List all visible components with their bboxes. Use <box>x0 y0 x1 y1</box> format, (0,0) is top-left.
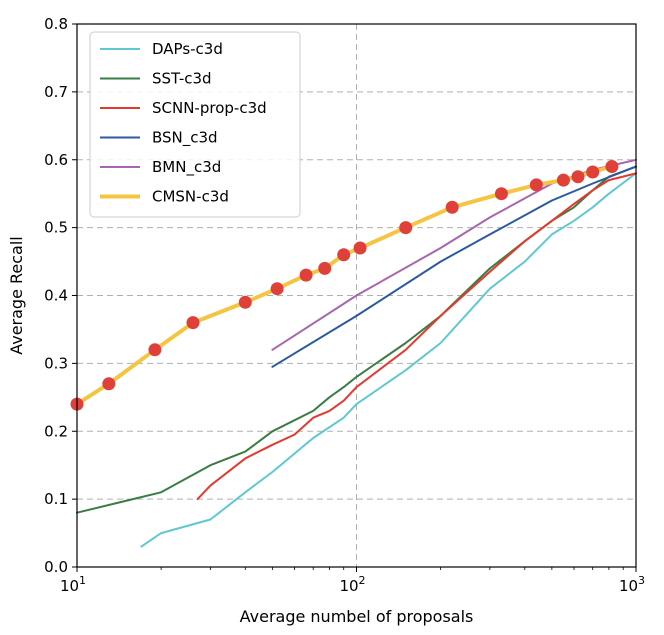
legend-label: BSN_c3d <box>152 129 218 148</box>
legend: DAPs-c3d SST-c3d SCNN-prop-c3d BSN_c3d BMN_c… <box>89 31 301 218</box>
data-point-marker <box>529 178 543 192</box>
data-point-marker <box>353 241 367 255</box>
series-line-sst-c3d <box>76 165 637 514</box>
data-point-marker <box>494 187 508 201</box>
x-tick-label: 103 <box>619 574 645 595</box>
legend-label: SST-c3d <box>152 70 212 88</box>
data-point-marker <box>299 268 313 282</box>
series-line-scnn-prop-c3d <box>196 172 637 501</box>
y-tick-label: 0.0 <box>44 558 68 576</box>
data-point-marker <box>318 261 332 275</box>
data-point-marker <box>238 295 252 309</box>
data-point-marker <box>556 173 570 187</box>
data-point-marker <box>605 160 619 174</box>
series-line-bsn-c3d <box>271 165 637 368</box>
cmsn-markers <box>70 160 619 411</box>
legend-box <box>89 31 301 218</box>
y-tick-label: 0.3 <box>44 354 68 372</box>
data-point-marker <box>337 248 351 262</box>
y-tick-label: 0.7 <box>44 83 68 101</box>
data-point-marker <box>571 170 585 184</box>
axis-ticks: 0.0 0.1 0.2 0.3 0.4 0.5 0.6 0.7 0.8 101 102 103 <box>44 15 645 595</box>
x-axis-title: Average numbel of proposals <box>240 607 474 626</box>
y-tick-label: 0.5 <box>44 219 68 237</box>
y-tick-label: 0.4 <box>44 287 68 305</box>
data-point-marker <box>148 343 162 357</box>
x-tick-label: 102 <box>339 574 365 595</box>
series-line-daps-c3d <box>140 172 637 548</box>
data-point-marker <box>399 221 413 235</box>
data-point-marker <box>186 316 200 330</box>
data-point-marker <box>270 282 284 296</box>
x-tick-label: 101 <box>60 574 86 595</box>
y-tick-label: 0.6 <box>44 151 68 169</box>
legend-label: CMSN-c3d <box>152 188 229 206</box>
legend-label: SCNN-prop-c3d <box>152 99 267 117</box>
y-tick-label: 0.2 <box>44 422 68 440</box>
legend-label: DAPs-c3d <box>152 40 223 58</box>
data-point-marker <box>586 165 600 179</box>
data-point-marker <box>102 377 116 391</box>
y-tick-label: 0.8 <box>44 15 68 33</box>
data-point-marker <box>445 200 459 214</box>
y-tick-label: 0.1 <box>44 490 68 508</box>
y-axis-title: Average Recall <box>7 236 26 355</box>
legend-label: BMN_c3d <box>152 158 221 177</box>
